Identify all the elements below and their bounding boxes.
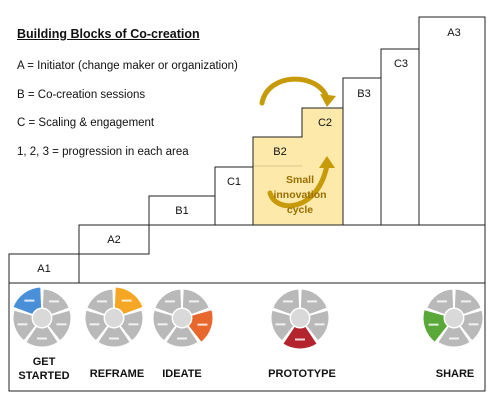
cycle-label-line1: Small — [286, 174, 314, 186]
wheel-segment-mark — [128, 323, 139, 326]
wheel-segment-mark — [449, 337, 459, 340]
wheel-segment — [25, 325, 59, 348]
wheel-segment-mark — [295, 338, 305, 341]
phase-wheel-icon — [270, 288, 330, 350]
wheel-segment — [97, 325, 131, 348]
legend-line-sessions: B = Co-creation sessions — [17, 89, 146, 101]
wheel-segment — [84, 309, 109, 342]
cycle-arrow-bottom-icon — [267, 162, 330, 209]
wheel-segment-mark — [428, 323, 439, 326]
phase-wheel-icon — [12, 286, 72, 348]
wheel-center — [173, 309, 191, 327]
phase-label-get-started: GET STARTED — [18, 356, 70, 382]
phase-wheel-icon — [152, 288, 214, 348]
label-b3: B3 — [357, 88, 370, 100]
wheel-segment — [459, 309, 484, 342]
wheel-segment-mark — [177, 337, 187, 340]
legend: Building Blocks of Co-creation A = Initi… — [17, 27, 267, 158]
cycle-arrow-top-icon — [259, 76, 330, 106]
wheel-segment-mark — [436, 300, 447, 303]
wheel-segment-mark — [121, 299, 132, 302]
wheel-segment-mark — [282, 300, 293, 303]
step-a2 — [78, 224, 150, 255]
cycle-arrow-bottom-head-icon — [319, 156, 335, 168]
wheel-segment-mark — [49, 300, 60, 303]
wheel-center — [445, 309, 463, 327]
step-a3 — [418, 16, 486, 226]
phases-frame — [8, 282, 486, 392]
wheel-segment-mark — [157, 323, 168, 326]
wheel-segment — [270, 309, 295, 342]
wheel-segment — [165, 325, 199, 348]
phase-wheel-icon — [422, 288, 484, 348]
wheel-segment-mark — [307, 300, 318, 303]
wheel-segment — [437, 325, 471, 348]
step-c1 — [214, 166, 254, 226]
phase-label-share: SHARE — [435, 368, 475, 380]
wheel-segment-active — [282, 325, 318, 350]
step-b3 — [342, 77, 382, 226]
wheel-segment-mark — [89, 323, 100, 326]
label-b2: B2 — [273, 146, 286, 158]
wheel-segment-mark — [37, 337, 47, 340]
legend-title: Building Blocks of Co-creation — [17, 27, 200, 41]
phase-wheel-icon — [84, 286, 144, 348]
legend-line-progression: 1, 2, 3 = progression in each area — [17, 146, 189, 158]
wheel-segment-mark — [314, 323, 325, 326]
wheel-center — [105, 309, 123, 327]
wheel-segment-active — [422, 308, 449, 344]
wheel-segment-mark — [189, 300, 200, 303]
phase-label-prototype: PROTOTYPE — [268, 368, 336, 380]
legend-line-initiator: A = Initiator (change maker or organizat… — [17, 60, 238, 72]
wheel-segment-mark — [24, 299, 35, 302]
wheel-segment-mark — [275, 323, 286, 326]
wheel-segment-mark — [56, 323, 67, 326]
wheel-segment-mark — [17, 323, 28, 326]
label-c3: C3 — [394, 58, 408, 70]
wheel-segment-mark — [96, 300, 107, 303]
label-b1: B1 — [175, 205, 188, 217]
cycle-label-line2: innovation — [273, 189, 326, 201]
wheel-segment — [12, 309, 37, 342]
wheel-segment — [119, 309, 144, 342]
wheel-segment — [47, 309, 72, 342]
label-a2: A2 — [107, 234, 120, 246]
wheel-segment-mark — [197, 323, 208, 326]
wheel-center — [291, 309, 309, 327]
legend-line-scaling: C = Scaling & engagement — [17, 117, 155, 129]
wheel-segment-mark — [109, 337, 119, 340]
wheel-segment-mark — [164, 300, 175, 303]
wheel-segment-mark — [461, 300, 472, 303]
label-a1: A1 — [37, 263, 50, 275]
phase-label-ideate: IDEATE — [162, 368, 202, 380]
cycle-arrow-top-head-icon — [320, 94, 336, 107]
wheel-segment — [152, 309, 177, 342]
wheel-segment — [305, 309, 330, 342]
step-c3 — [380, 48, 420, 226]
wheel-center — [33, 309, 51, 327]
wheel-segment-mark — [468, 323, 479, 326]
cycle-label-line3: cycle — [287, 204, 313, 216]
wheel-segment-active — [187, 308, 214, 344]
label-c1: C1 — [227, 176, 241, 188]
label-c2: C2 — [318, 117, 332, 129]
label-a3: A3 — [447, 27, 460, 39]
phase-label-reframe: REFRAME — [89, 368, 145, 380]
step-a1 — [8, 253, 80, 284]
